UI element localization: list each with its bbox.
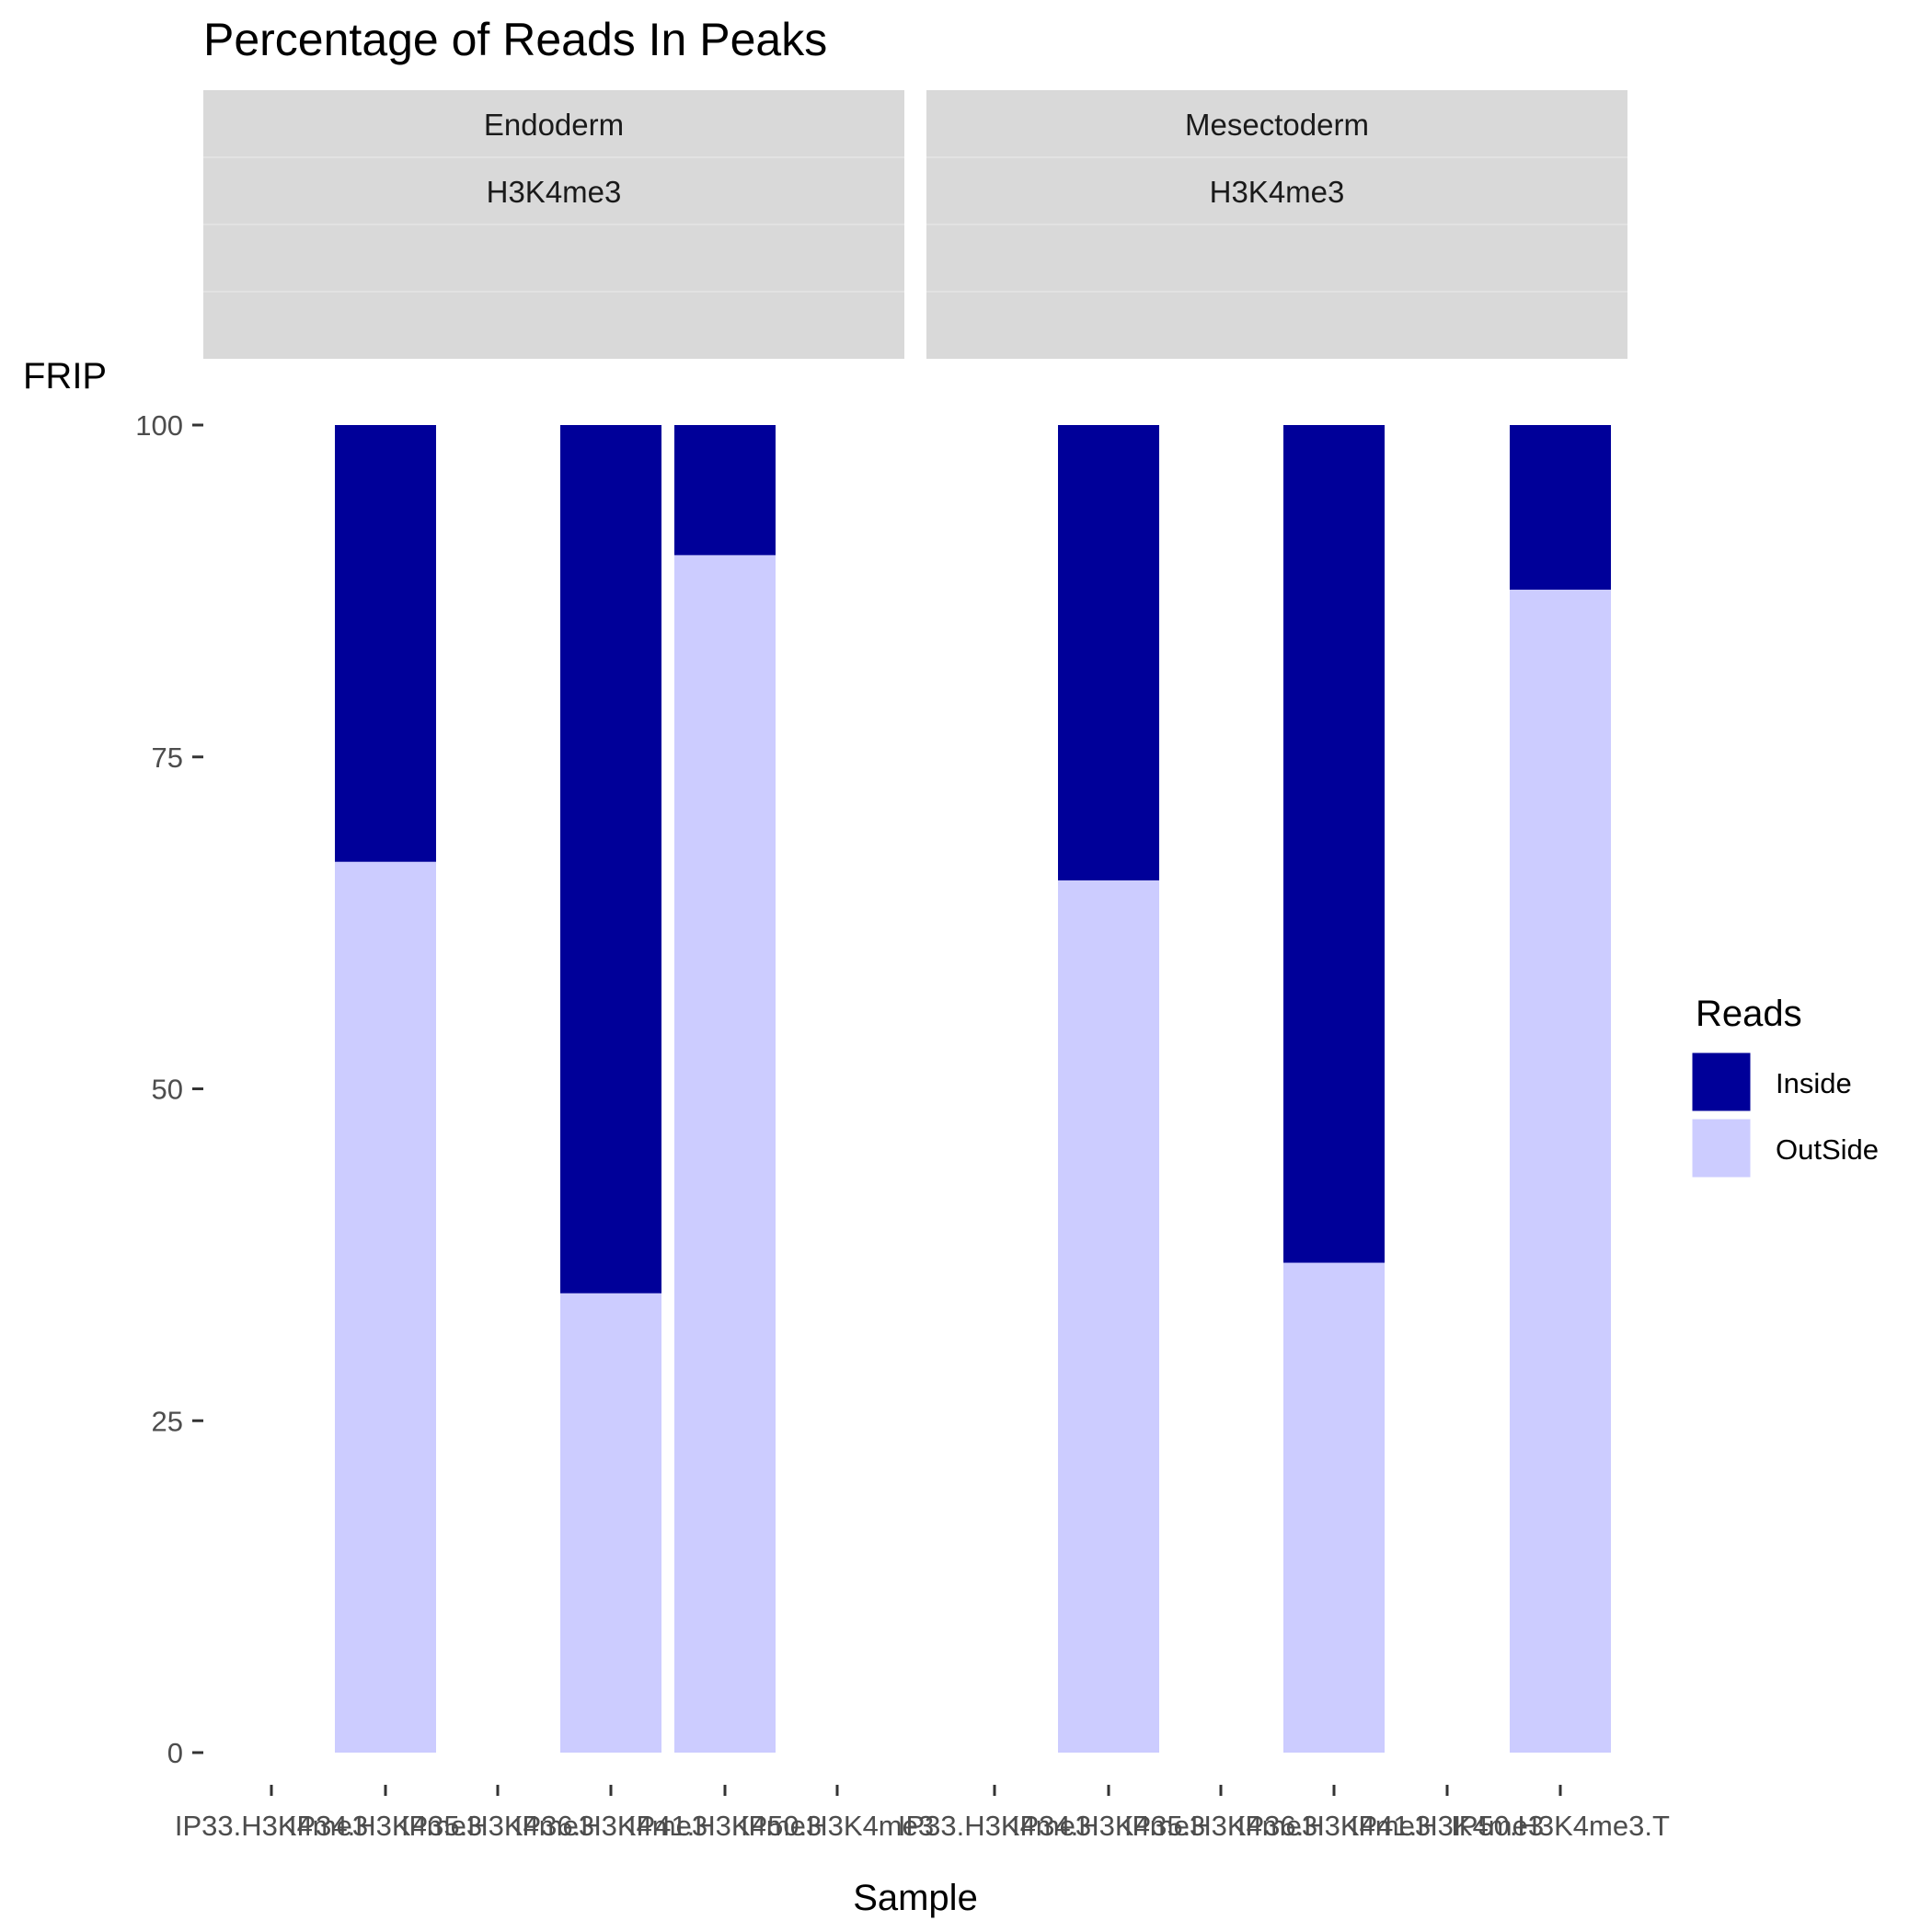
bar-inside: [674, 425, 776, 556]
x-tick-label: IP41.H3K4me3: [628, 1810, 822, 1842]
legend-swatch-inside: [1689, 1050, 1754, 1114]
facet-strip-label: H3K4me3: [1210, 175, 1345, 209]
x-tick-label: IP35.H3K4me3: [1124, 1810, 1317, 1842]
x-tick-label: IP35.H3K4me3: [401, 1810, 594, 1842]
y-tick-label: 75: [152, 742, 183, 774]
bar-inside: [1058, 425, 1159, 880]
bar-inside: [1283, 425, 1385, 1263]
chart-title: Percentage of Reads In Peaks: [203, 14, 827, 65]
bar-outside: [1510, 589, 1611, 1753]
x-axis-label: Sample: [853, 1878, 978, 1918]
y-axis-label: FRIP: [23, 356, 107, 397]
facet-strip-label: Mesectoderm: [1185, 108, 1369, 142]
legend: Reads Inside OutSide: [1689, 994, 1879, 1180]
facet-strip-label: H3K4me3: [487, 175, 622, 209]
y-tick-label: 50: [152, 1074, 183, 1106]
bar-outside: [560, 1293, 661, 1753]
bar-outside: [674, 555, 776, 1753]
bar-inside: [1510, 425, 1611, 590]
bar-outside: [335, 861, 436, 1753]
x-tick-label: IP41.H3K4me3: [1351, 1810, 1544, 1842]
bar-outside: [1058, 880, 1159, 1753]
y-tick-label: 0: [167, 1737, 183, 1769]
x-tick-label: IP34.H3K4me3: [1012, 1810, 1205, 1842]
facet-strip-label: Endoderm: [484, 108, 624, 142]
x-tick-label: IP34.H3K4me3: [289, 1810, 482, 1842]
x-tick-label: IP36.H3K4me3: [1237, 1810, 1431, 1842]
legend-label-outside: OutSide: [1776, 1133, 1879, 1166]
x-tick-label: IP33.H3K4me3: [175, 1810, 368, 1842]
x-tick-label: IP50.H3K4me3: [741, 1810, 934, 1842]
legend-label-inside: Inside: [1776, 1067, 1852, 1099]
legend-swatch-outside: [1689, 1116, 1754, 1180]
bar-inside: [335, 425, 436, 862]
y-tick-label: 25: [152, 1405, 183, 1437]
x-tick-label: IP50.H3K4me3.T: [1451, 1810, 1670, 1842]
legend-title: Reads: [1696, 994, 1802, 1034]
x-tick-label: IP33.H3K4me3: [898, 1810, 1091, 1842]
bar-inside: [560, 425, 661, 1294]
bar-outside: [1283, 1262, 1385, 1753]
y-tick-label: 100: [135, 409, 183, 442]
x-tick-label: IP36.H3K4me3: [514, 1810, 707, 1842]
